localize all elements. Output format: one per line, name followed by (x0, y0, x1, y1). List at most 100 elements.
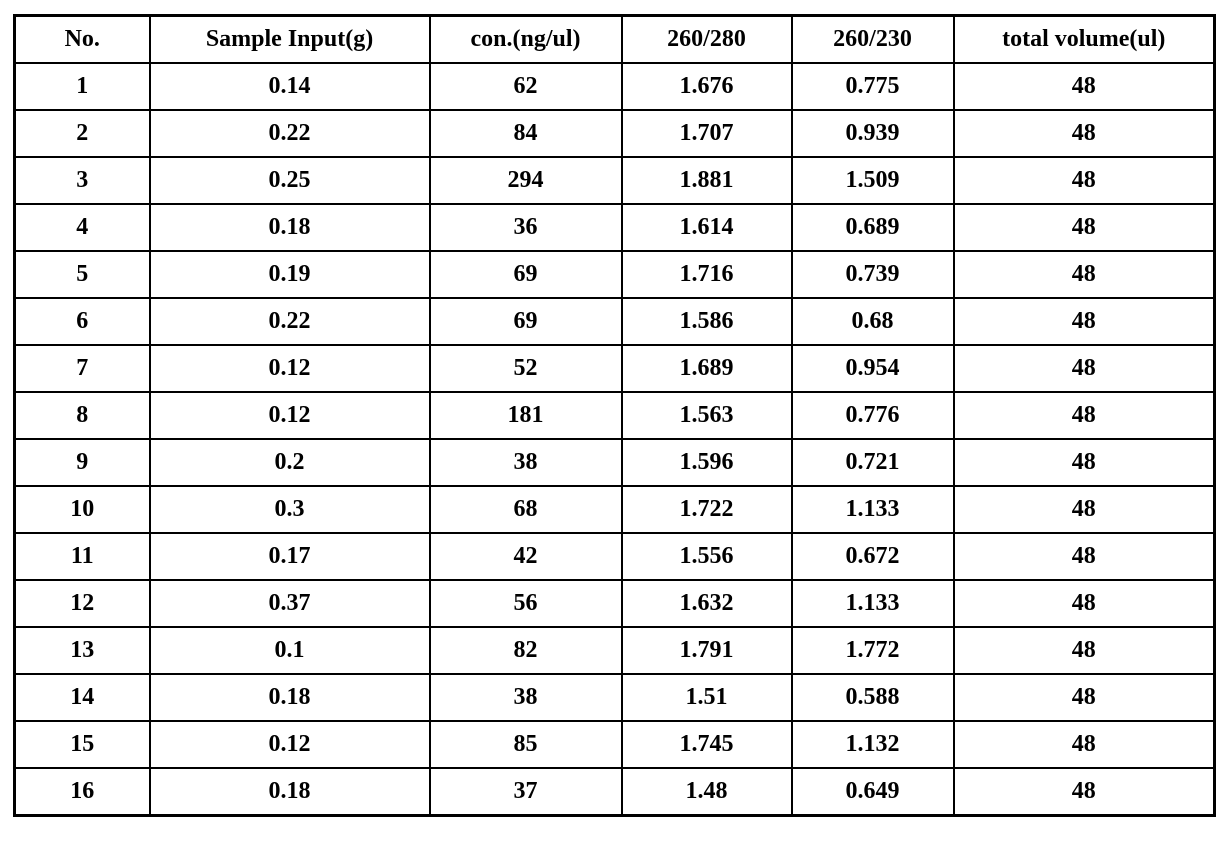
table-cell: 10 (13, 485, 151, 534)
table-cell: 4 (13, 203, 151, 252)
column-header: total volume(ul) (952, 14, 1216, 64)
table-cell: 181 (428, 391, 623, 440)
table-header: No. Sample Input(g) con.(ng/ul) 260/280 260/… (13, 14, 1216, 64)
table-cell: 0.2 (148, 438, 431, 487)
table-cell: 56 (428, 579, 623, 628)
column-header: 260/280 (620, 14, 793, 64)
table-cell: 1.48 (620, 767, 793, 817)
table-cell: 48 (952, 250, 1216, 299)
table-cell: 0.12 (148, 720, 431, 769)
table-cell: 1.707 (620, 109, 793, 158)
column-header: Sample Input(g) (148, 14, 431, 64)
table-row: 16 0.18 37 1.48 0.649 48 (13, 767, 1216, 817)
table-cell: 0.672 (790, 532, 955, 581)
table-cell: 0.649 (790, 767, 955, 817)
table-row: 4 0.18 36 1.614 0.689 48 (13, 203, 1216, 252)
table-cell: 1.563 (620, 391, 793, 440)
table-cell: 48 (952, 344, 1216, 393)
table-row: 2 0.22 84 1.707 0.939 48 (13, 109, 1216, 158)
table-cell: 48 (952, 767, 1216, 817)
table-cell: 1.586 (620, 297, 793, 346)
table-cell: 0.18 (148, 673, 431, 722)
table-row: 1 0.14 62 1.676 0.775 48 (13, 62, 1216, 111)
table-cell: 1.791 (620, 626, 793, 675)
table-cell: 48 (952, 203, 1216, 252)
table-cell: 1.596 (620, 438, 793, 487)
table-cell: 1.745 (620, 720, 793, 769)
table-cell: 294 (428, 156, 623, 205)
table-cell: 1 (13, 62, 151, 111)
header-row: No. Sample Input(g) con.(ng/ul) 260/280 260/… (13, 14, 1216, 64)
table-cell: 0.12 (148, 344, 431, 393)
table-cell: 36 (428, 203, 623, 252)
table-cell: 68 (428, 485, 623, 534)
table-row: 12 0.37 56 1.632 1.133 48 (13, 579, 1216, 628)
table-cell: 38 (428, 673, 623, 722)
table-cell: 82 (428, 626, 623, 675)
table-cell: 0.17 (148, 532, 431, 581)
table-row: 14 0.18 38 1.51 0.588 48 (13, 673, 1216, 722)
table-cell: 0.776 (790, 391, 955, 440)
table-cell: 7 (13, 344, 151, 393)
table-cell: 48 (952, 297, 1216, 346)
table-cell: 1.881 (620, 156, 793, 205)
table-cell: 1.689 (620, 344, 793, 393)
table-row: 8 0.12 181 1.563 0.776 48 (13, 391, 1216, 440)
table-cell: 1.772 (790, 626, 955, 675)
table-cell: 1.722 (620, 485, 793, 534)
table-cell: 3 (13, 156, 151, 205)
table-cell: 0.68 (790, 297, 955, 346)
table-cell: 9 (13, 438, 151, 487)
table-row: 15 0.12 85 1.745 1.132 48 (13, 720, 1216, 769)
column-header: 260/230 (790, 14, 955, 64)
table-cell: 69 (428, 297, 623, 346)
table-row: 7 0.12 52 1.689 0.954 48 (13, 344, 1216, 393)
table-cell: 13 (13, 626, 151, 675)
table-cell: 0.689 (790, 203, 955, 252)
table-cell: 1.614 (620, 203, 793, 252)
table-cell: 69 (428, 250, 623, 299)
table-cell: 0.37 (148, 579, 431, 628)
table-cell: 0.12 (148, 391, 431, 440)
table-cell: 0.19 (148, 250, 431, 299)
table-cell: 1.133 (790, 579, 955, 628)
table-cell: 52 (428, 344, 623, 393)
table-cell: 42 (428, 532, 623, 581)
table-cell: 0.739 (790, 250, 955, 299)
table-cell: 0.18 (148, 767, 431, 817)
table-cell: 16 (13, 767, 151, 817)
table-cell: 48 (952, 626, 1216, 675)
table-cell: 8 (13, 391, 151, 440)
table-cell: 1.509 (790, 156, 955, 205)
table-cell: 38 (428, 438, 623, 487)
table-cell: 48 (952, 485, 1216, 534)
table-row: 6 0.22 69 1.586 0.68 48 (13, 297, 1216, 346)
sample-measurements-table: No. Sample Input(g) con.(ng/ul) 260/280 260/… (13, 14, 1216, 817)
table-cell: 0.775 (790, 62, 955, 111)
table-cell: 48 (952, 532, 1216, 581)
table-cell: 48 (952, 720, 1216, 769)
table-cell: 48 (952, 391, 1216, 440)
table-cell: 1.632 (620, 579, 793, 628)
table-cell: 6 (13, 297, 151, 346)
table-cell: 1.676 (620, 62, 793, 111)
table-cell: 11 (13, 532, 151, 581)
table-row: 5 0.19 69 1.716 0.739 48 (13, 250, 1216, 299)
column-header: No. (13, 14, 151, 64)
table-row: 13 0.1 82 1.791 1.772 48 (13, 626, 1216, 675)
table-cell: 15 (13, 720, 151, 769)
table-cell: 1.132 (790, 720, 955, 769)
table-cell: 1.133 (790, 485, 955, 534)
table-cell: 5 (13, 250, 151, 299)
table-cell: 84 (428, 109, 623, 158)
table-cell: 48 (952, 109, 1216, 158)
table-cell: 48 (952, 62, 1216, 111)
table-row: 10 0.3 68 1.722 1.133 48 (13, 485, 1216, 534)
table-cell: 0.588 (790, 673, 955, 722)
table-cell: 0.25 (148, 156, 431, 205)
table-cell: 37 (428, 767, 623, 817)
table-cell: 62 (428, 62, 623, 111)
table-cell: 48 (952, 156, 1216, 205)
table-cell: 0.954 (790, 344, 955, 393)
